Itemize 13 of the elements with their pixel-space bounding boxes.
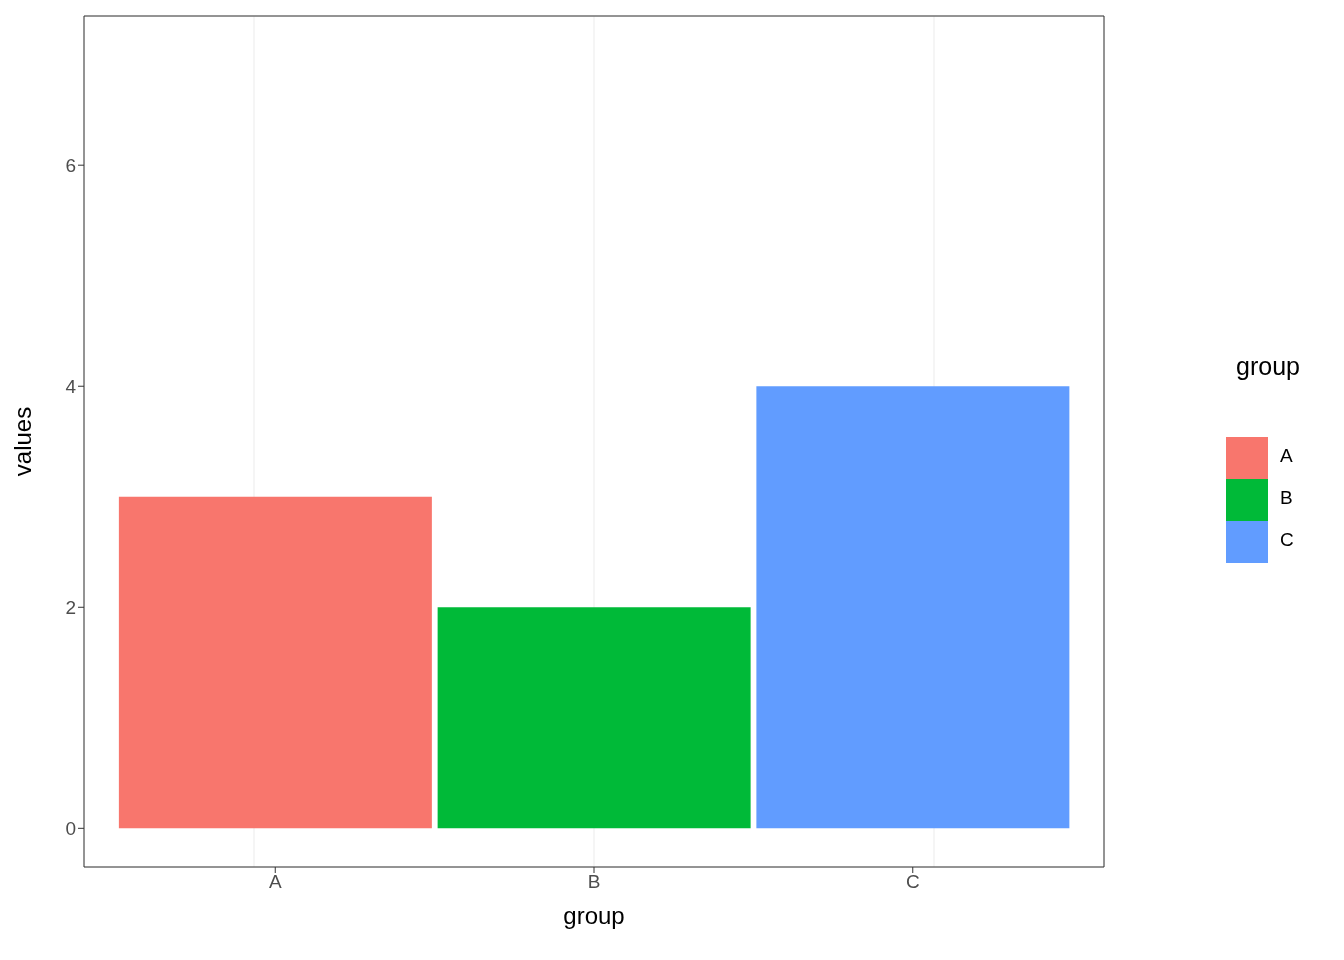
- legend-label: C: [1280, 529, 1294, 551]
- y-tick-label: 6: [65, 154, 76, 176]
- x-axis-title: group: [563, 902, 625, 930]
- x-tick-label: C: [905, 871, 920, 893]
- x-tick-label: A: [268, 871, 282, 893]
- y-tick-label: 4: [65, 375, 77, 397]
- y-tick-label: 2: [65, 597, 76, 619]
- legend-label: B: [1280, 487, 1293, 509]
- legend-title: group: [1236, 352, 1300, 381]
- y-axis-title: values: [8, 406, 36, 477]
- legend-label: A: [1280, 445, 1293, 467]
- x-tick-label: B: [587, 871, 601, 893]
- y-tick-label: 0: [65, 818, 76, 840]
